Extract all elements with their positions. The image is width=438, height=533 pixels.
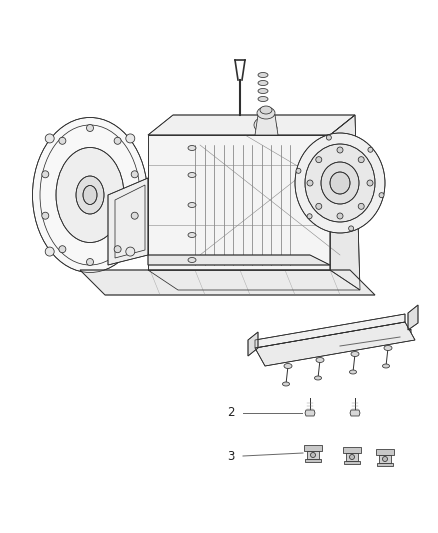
Ellipse shape [83, 185, 97, 205]
Ellipse shape [114, 138, 121, 144]
Ellipse shape [188, 257, 196, 262]
Polygon shape [408, 305, 418, 330]
Polygon shape [376, 449, 394, 455]
Ellipse shape [263, 123, 277, 133]
Polygon shape [346, 453, 358, 461]
Ellipse shape [311, 453, 315, 457]
Text: 2: 2 [227, 407, 235, 419]
Ellipse shape [56, 148, 124, 243]
Polygon shape [305, 459, 321, 462]
Ellipse shape [86, 125, 93, 132]
Polygon shape [108, 178, 148, 265]
Ellipse shape [42, 212, 49, 219]
Polygon shape [255, 314, 405, 348]
Ellipse shape [76, 176, 104, 214]
Ellipse shape [367, 180, 373, 186]
Polygon shape [304, 445, 322, 451]
Ellipse shape [59, 246, 66, 253]
Ellipse shape [86, 259, 93, 265]
Text: 3: 3 [228, 449, 235, 463]
Ellipse shape [257, 107, 275, 119]
Polygon shape [255, 115, 278, 135]
Ellipse shape [349, 226, 353, 231]
Polygon shape [330, 115, 360, 290]
Ellipse shape [188, 232, 196, 238]
Ellipse shape [258, 72, 268, 77]
Polygon shape [148, 135, 330, 270]
Ellipse shape [358, 157, 364, 163]
Ellipse shape [114, 246, 121, 253]
Polygon shape [255, 322, 415, 366]
Ellipse shape [131, 171, 138, 178]
Ellipse shape [350, 370, 357, 374]
Polygon shape [307, 451, 319, 459]
Ellipse shape [45, 247, 54, 256]
Polygon shape [305, 410, 315, 416]
Ellipse shape [42, 171, 49, 178]
Polygon shape [350, 410, 360, 416]
Ellipse shape [126, 247, 135, 256]
Ellipse shape [284, 364, 292, 368]
Ellipse shape [283, 382, 290, 386]
Ellipse shape [258, 80, 268, 85]
Ellipse shape [316, 358, 324, 362]
Ellipse shape [188, 203, 196, 207]
Polygon shape [148, 255, 330, 265]
Ellipse shape [305, 144, 375, 222]
Polygon shape [80, 270, 375, 295]
Ellipse shape [296, 168, 301, 173]
Ellipse shape [384, 345, 392, 351]
Ellipse shape [188, 173, 196, 177]
Polygon shape [148, 115, 355, 135]
Ellipse shape [382, 364, 389, 368]
Polygon shape [248, 332, 258, 356]
Ellipse shape [330, 172, 350, 194]
Ellipse shape [351, 351, 359, 357]
Ellipse shape [258, 96, 268, 101]
Ellipse shape [326, 135, 332, 140]
Ellipse shape [321, 162, 359, 204]
Ellipse shape [307, 214, 312, 219]
Ellipse shape [126, 134, 135, 143]
Ellipse shape [254, 117, 276, 133]
Ellipse shape [379, 192, 384, 198]
Ellipse shape [188, 146, 196, 150]
Ellipse shape [295, 133, 385, 233]
Ellipse shape [131, 212, 138, 219]
Ellipse shape [368, 147, 373, 152]
Ellipse shape [314, 376, 321, 380]
Ellipse shape [358, 203, 364, 209]
Polygon shape [148, 270, 360, 290]
Ellipse shape [382, 456, 388, 462]
Ellipse shape [59, 138, 66, 144]
Ellipse shape [45, 134, 54, 143]
Polygon shape [377, 463, 393, 466]
Ellipse shape [260, 106, 272, 114]
Polygon shape [343, 447, 361, 453]
Ellipse shape [337, 213, 343, 219]
Ellipse shape [258, 88, 268, 93]
Ellipse shape [337, 147, 343, 153]
Ellipse shape [316, 203, 322, 209]
Polygon shape [344, 461, 360, 464]
Ellipse shape [307, 180, 313, 186]
Ellipse shape [350, 455, 354, 459]
Ellipse shape [32, 117, 148, 272]
Text: 1: 1 [407, 328, 414, 342]
Polygon shape [379, 455, 391, 463]
Ellipse shape [316, 157, 322, 163]
